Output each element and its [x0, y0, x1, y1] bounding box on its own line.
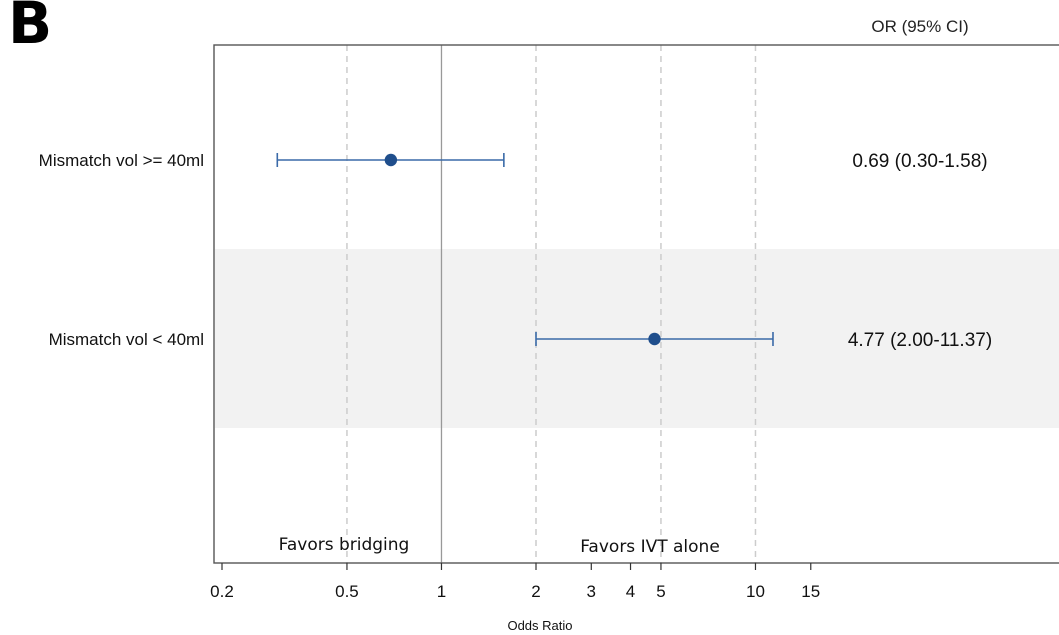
- x-tick-label: 0.2: [210, 582, 234, 601]
- x-tick-label: 4: [626, 582, 635, 601]
- x-tick-label: 3: [587, 582, 596, 601]
- plot-frame: [213, 44, 1059, 564]
- gridlines: [346, 45, 757, 563]
- row-label: Mismatch vol >= 40ml: [39, 151, 204, 170]
- point-estimate: [384, 153, 398, 167]
- forest-rows: Mismatch vol >= 40ml 0.69 (0.30-1.58)Mism…: [39, 151, 993, 351]
- x-axis: 0.2 0.5 1 2 3 4 5 10 15: [210, 563, 820, 601]
- favor-left-label: Favors bridging: [279, 535, 410, 555]
- x-tick-label: 10: [746, 582, 765, 601]
- row-label: Mismatch vol < 40ml: [49, 330, 204, 349]
- x-tick-label: 0.5: [335, 582, 359, 601]
- x-tick-label: 1: [437, 582, 446, 601]
- panel-label: B: [8, 0, 53, 57]
- or-ci-text: 4.77 (2.00-11.37): [848, 330, 992, 351]
- x-tick-label: 2: [531, 582, 540, 601]
- x-tick-label: 15: [801, 582, 820, 601]
- column-header: OR (95% CI): [871, 17, 968, 36]
- x-tick-label: 5: [656, 582, 665, 601]
- forest-row: Mismatch vol >= 40ml 0.69 (0.30-1.58): [39, 151, 988, 172]
- x-axis-label: Odds Ratio: [507, 618, 572, 633]
- favor-right-label: Favors IVT alone: [580, 537, 720, 557]
- point-estimate: [648, 332, 661, 346]
- forest-row: Mismatch vol < 40ml 4.77 (2.00-11.37): [49, 330, 993, 351]
- or-ci-text: 0.69 (0.30-1.58): [852, 151, 987, 172]
